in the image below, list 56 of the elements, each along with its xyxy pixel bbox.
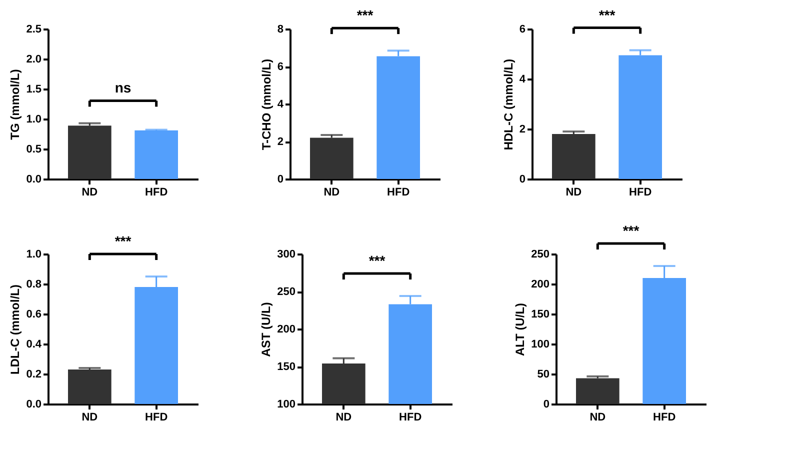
y-axis-title: ALT (U/L) [513,302,528,356]
x-tick-label: ND [590,412,606,424]
y-axis-title: LDL-C (mmol/L) [8,284,22,374]
y-tick-label: 1.0 [26,114,42,126]
y-axis-title: AST (U/L) [259,302,274,357]
x-tick-label: HFD [653,412,676,424]
text: *** [622,222,640,238]
y-tick-label: 0 [277,174,284,186]
text: *** [356,7,374,24]
y-tick-label: 50 [537,368,550,380]
y-tick-label: 150 [277,361,296,373]
y-tick-label: 300 [277,248,296,260]
y-axis-title: T-CHO (mmol/L) [259,58,274,150]
y-tick-label: 0 [519,174,526,186]
x-tick-label: HFD [145,186,168,198]
y-tick-label: 4 [519,74,526,86]
y-tick-label: 100 [531,338,550,350]
y-tick-label: 8 [277,24,284,36]
y-tick-label: 1.0 [26,248,42,260]
annotation: ns [114,80,132,96]
y-tick-label: 2 [277,136,284,148]
x-tick-label: ND [82,186,98,198]
y-tick-label: 6 [519,24,526,36]
y-tick-label: 4 [277,98,284,110]
y-tick-label: 0.0 [26,174,42,186]
x-tick-label: HFD [145,412,168,424]
y-tick-label: 250 [531,248,550,260]
annotation: *** [368,252,386,268]
x-tick-label: HFD [629,186,652,198]
x-tick-label: ND [336,412,352,424]
y-tick-label: 0.6 [26,308,42,320]
y-tick-label: 1.5 [26,84,42,96]
x-tick-label: ND [566,186,582,198]
x-tick-label: HFD [387,186,410,198]
y-tick-label: 200 [531,278,550,290]
y-tick-label: 0 [543,398,550,410]
x-tick-label: ND [82,412,98,424]
y-tick-label: 0.8 [26,278,42,290]
y-tick-label: 0.0 [26,398,42,410]
y-tick-label: 200 [277,324,296,336]
y-tick-label: 100 [277,398,296,410]
x-tick-label: ND [324,186,340,198]
text: *** [114,233,132,249]
y-tick-label: 6 [277,61,284,73]
y-axis-title: TG (mmol/L) [8,69,22,140]
y-tick-label: 150 [531,308,550,320]
y-tick-label: 250 [277,286,296,298]
y-axis-title: HDL-C (mmol/L) [501,58,516,150]
text: *** [598,6,616,23]
y-tick-label: 0.5 [26,144,42,156]
y-tick-label: 2.0 [26,54,42,66]
y-tick-label: 2 [519,124,526,136]
y-tick-label: 2.5 [26,24,42,36]
y-tick-label: 0.4 [26,338,42,350]
y-tick-label: 0.2 [26,368,42,380]
x-tick-label: HFD [399,412,422,424]
